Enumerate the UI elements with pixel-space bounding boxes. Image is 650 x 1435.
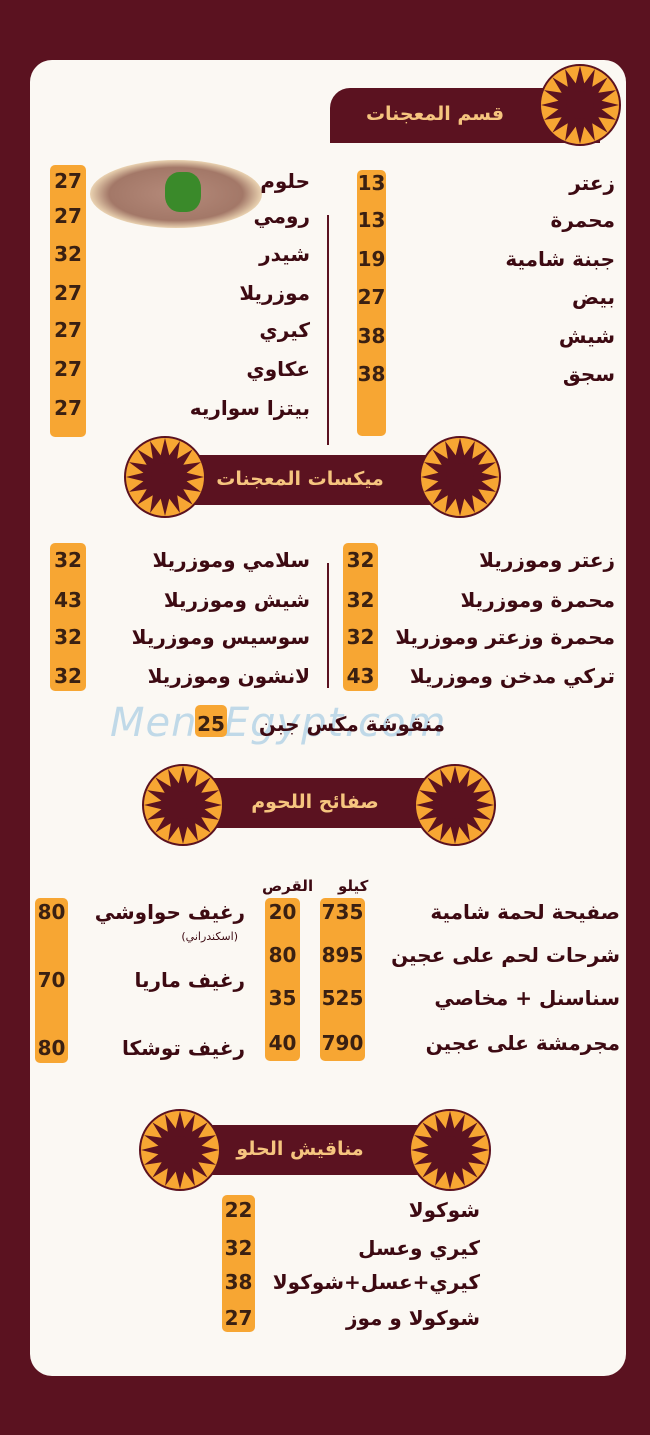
menu-item-name: رغيف توشكا [122,1036,245,1060]
menu-item-price: 38 [357,324,386,348]
menu-item-price: 19 [357,247,386,271]
menu-item-note: (اسكندراني) [181,930,238,943]
medallion-icon [142,764,224,846]
disc-price-column [265,898,300,1061]
section-title: صفائح اللحوم [251,791,379,813]
price-box [195,705,227,737]
menu-item-price: 32 [346,625,375,649]
menu-item-name: سجق [562,362,615,386]
menu-item-disc-price: 40 [268,1031,297,1055]
medallion-icon [124,436,206,518]
menu-item-price: 25 [197,712,225,736]
column-divider [327,215,329,445]
menu-item-name: كيري+عسل+شوكولا [272,1270,480,1294]
menu-item-kilo-price: 790 [321,1031,364,1055]
section-title: ميكسات المعجنات [216,468,384,490]
menu-item-price: 27 [357,285,386,309]
menu-item-name: شيش وموزريلا [163,588,310,612]
menu-item-name: سوسيس وموزريلا [131,625,310,649]
menu-item-price: 80 [37,900,66,924]
menu-item-price: 70 [37,968,66,992]
menu-item-kilo-price: 735 [321,900,364,924]
menu-item-price: 32 [224,1236,253,1260]
medallion-icon [409,1109,491,1191]
price-column [357,170,386,436]
menu-item-price: 27 [54,396,82,420]
menu-item-disc-price: 20 [268,900,297,924]
menu-item-name: كيري وعسل [358,1236,480,1260]
price-column [35,898,68,1063]
menu-item-name: زعتر وموزريلا [479,548,615,572]
menu-item-name: جبنة شامية [505,247,615,271]
menu-item-price: 32 [346,588,375,612]
menu-item-name: موزريلا [239,281,310,305]
menu-item-name: عكاوي [246,357,310,381]
menu-item-disc-price: 80 [268,943,297,967]
menu-item-name: بيتزا سواريه [189,396,310,420]
menu-item-name: منقوشة مكس جبن [258,712,445,736]
menu-item-price: 13 [357,208,386,232]
price-column [222,1195,255,1332]
menu-item-price: 38 [224,1270,253,1294]
menu-item-name: كيري [259,318,310,342]
menu-item-price: 43 [346,664,375,688]
medallion-icon [139,1109,221,1191]
menu-item-disc-price: 35 [268,986,297,1010]
menu-item-price: 32 [54,548,82,572]
menu-item-name: محمرة وزعتر وموزريلا [395,625,615,649]
menu-item-price: 27 [224,1306,253,1330]
menu-item-price: 27 [54,204,82,228]
menu-item-name: محمرة وموزريلا [460,588,616,612]
section-header-bar [170,455,430,505]
section-title: مناقيش الحلو [236,1138,364,1160]
menu-item-name: سلامي وموزريلا [152,548,310,572]
watermark: MenuEgypt.com [110,700,447,746]
menu-item-price: 27 [54,281,82,305]
price-column [343,543,378,691]
menu-item-name: سناسنل + مخاصي [434,986,620,1010]
menu-item-name: محمرة [550,208,615,232]
menu-item-kilo-price: 525 [321,986,364,1010]
column-divider [327,563,329,688]
menu-item-price: 80 [37,1036,66,1060]
menu-item-name: شيدر [259,242,310,266]
section-header-bar [185,778,445,828]
menu-item-name: رغيف ماريا [134,968,245,992]
menu-item-price: 22 [224,1198,253,1222]
menu-item-name: شيش [558,324,615,348]
medallion-icon [419,436,501,518]
menu-item-name: صفيحة لحمة شامية [430,900,620,924]
menu-item-kilo-price: 895 [321,943,364,967]
column-header-kilo: كيلو [338,877,369,895]
menu-item-price: 27 [54,318,82,342]
menu-item-price: 32 [54,664,82,688]
menu-item-price: 32 [54,625,82,649]
menu-item-name: شوكولا و موز [345,1306,480,1330]
menu-item-price: 38 [357,362,386,386]
menu-item-price: 32 [346,548,375,572]
menu-item-name: لانشون وموزريلا [147,664,310,688]
section-title: قسم المعجنات [365,103,505,125]
menu-item-name: شرحات لحم على عجين [391,943,620,967]
price-column [50,543,86,691]
menu-item-name: رومي [253,204,310,228]
menu-item-price: 32 [54,242,82,266]
menu-item-price: 27 [54,357,82,381]
menu-item-name: مجرمشة على عجين [425,1031,620,1055]
menu-item-name: شوكولا [408,1198,480,1222]
menu-item-name: رغيف حواوشي [94,900,245,924]
herb-garnish [165,172,201,212]
menu-item-name: تركي مدخن وموزريلا [409,664,615,688]
menu-item-price: 13 [357,171,386,195]
menu-item-name: حلوم [260,169,310,193]
menu-item-name: زعتر [569,171,615,195]
menu-item-price: 27 [54,169,82,193]
price-column [50,165,86,437]
menu-item-name: بيض [572,285,615,309]
column-header-disc: القرص [262,877,314,895]
medallion-icon [539,64,621,146]
menu-item-price: 43 [54,588,82,612]
kilo-price-column [320,898,365,1061]
medallion-icon [414,764,496,846]
